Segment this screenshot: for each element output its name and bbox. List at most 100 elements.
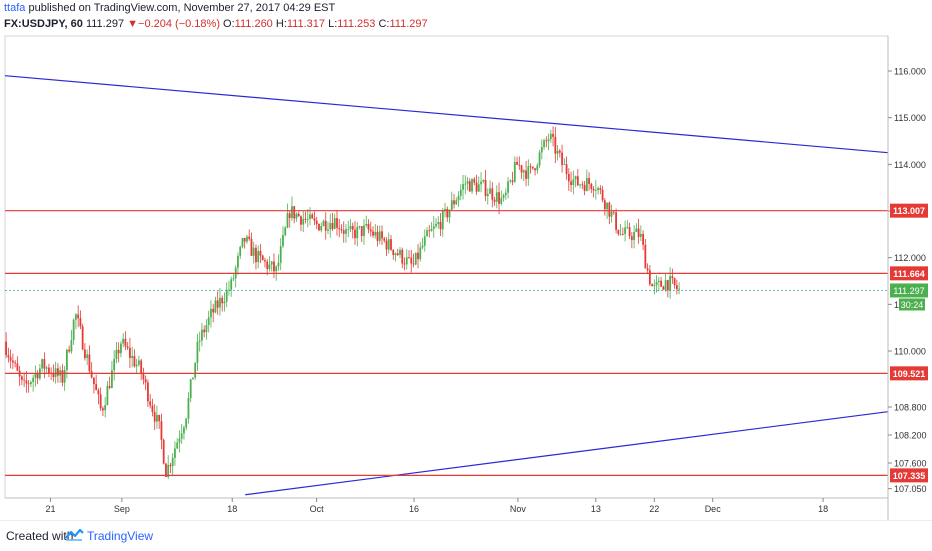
candle-up xyxy=(513,161,516,182)
candle-down xyxy=(453,200,455,205)
candle-down xyxy=(545,140,548,142)
plot-area[interactable] xyxy=(4,35,889,499)
candle-up xyxy=(495,192,498,202)
tradingview-brand[interactable]: TradingView xyxy=(87,529,154,543)
candle-down xyxy=(615,212,617,230)
candle-up xyxy=(74,314,77,320)
candle-down xyxy=(484,180,487,197)
candle-up xyxy=(347,229,350,230)
symbol-label: FX:USDJPY, 60 xyxy=(4,18,83,30)
candle-up xyxy=(653,285,656,287)
candle-up xyxy=(275,266,278,272)
candle-up xyxy=(309,214,311,219)
x-tick-label: 13 xyxy=(591,504,601,514)
candle-up xyxy=(63,370,66,383)
candle-down xyxy=(11,360,14,363)
level-label-bg xyxy=(890,468,928,483)
y-tick-label: 112.000 xyxy=(894,253,926,263)
candle-down xyxy=(498,192,500,204)
candle-down xyxy=(81,326,84,350)
candle-up xyxy=(320,226,323,231)
candle-up xyxy=(230,279,233,290)
candle-up xyxy=(374,231,377,236)
candle-down xyxy=(372,231,374,236)
candle-down xyxy=(401,249,404,264)
candle-down xyxy=(88,354,91,372)
candle-up xyxy=(556,150,559,154)
candle-up xyxy=(241,238,244,247)
candle-up xyxy=(32,377,35,383)
candle-up xyxy=(214,300,217,313)
candle-up xyxy=(394,253,397,255)
candle-down xyxy=(102,408,104,411)
candle-down xyxy=(583,185,586,191)
close-label: C: xyxy=(378,18,390,30)
open-value: 111.260 xyxy=(234,18,273,30)
candle-up xyxy=(187,398,190,419)
candle-down xyxy=(565,164,568,174)
candle-up xyxy=(356,226,359,239)
candle-down xyxy=(77,314,80,319)
candle-down xyxy=(666,280,669,291)
close-value: 111.297 xyxy=(389,18,428,30)
candle-down xyxy=(529,166,532,168)
candle-down xyxy=(412,263,415,265)
candle-up xyxy=(477,184,480,192)
candle-down xyxy=(570,181,572,186)
candle-down xyxy=(20,376,23,380)
header-publish-line: ttafa published on TradingView.com, Nove… xyxy=(4,2,335,14)
candle-down xyxy=(250,239,253,256)
level-label: 111.664 xyxy=(893,269,925,279)
candle-down xyxy=(599,188,602,190)
candle-down xyxy=(468,181,471,192)
candle-down xyxy=(144,379,147,383)
candle-up xyxy=(189,379,192,399)
candle-down xyxy=(630,236,633,241)
candle-down xyxy=(14,362,17,364)
candle-up xyxy=(426,230,428,237)
candle-down xyxy=(331,223,334,229)
candle-down xyxy=(7,355,10,358)
level-label-bg xyxy=(890,266,928,281)
trendline-1 xyxy=(4,75,889,154)
candle-up xyxy=(171,457,174,467)
candle-up xyxy=(466,181,469,184)
candle-down xyxy=(417,252,419,260)
candle-up xyxy=(405,257,408,265)
candle-down xyxy=(43,359,46,369)
candle-up xyxy=(70,340,73,352)
candle-up xyxy=(585,178,588,191)
candle-down xyxy=(56,368,59,376)
candle-up xyxy=(450,200,453,210)
candle-down xyxy=(311,214,314,219)
tradingview-logo-icon[interactable] xyxy=(64,528,84,542)
candle-down xyxy=(61,370,64,383)
candle-up xyxy=(455,200,458,205)
candle-down xyxy=(581,184,584,186)
candle-down xyxy=(558,150,561,153)
y-tick-label: 115.000 xyxy=(894,113,926,123)
candle-up xyxy=(268,264,271,270)
candle-down xyxy=(376,231,379,241)
candle-down xyxy=(525,170,527,179)
candle-up xyxy=(72,319,75,341)
candle-up xyxy=(457,195,460,201)
candle-down xyxy=(408,257,410,259)
price-chart[interactable]: 107.050107.600108.200108.800110.000111.0… xyxy=(0,0,932,520)
candle-up xyxy=(131,355,134,358)
candle-down xyxy=(554,136,557,154)
candle-up xyxy=(635,228,638,233)
candle-up xyxy=(419,247,422,260)
candle-up xyxy=(237,255,239,268)
candle-down xyxy=(52,373,55,377)
candle-down xyxy=(243,238,246,242)
candle-up xyxy=(464,183,467,185)
candle-up xyxy=(486,193,489,197)
candle-up xyxy=(597,188,599,191)
candle-up xyxy=(543,140,545,148)
candle-down xyxy=(97,390,100,395)
author-name[interactable]: ttafa xyxy=(4,2,26,14)
candle-down xyxy=(318,223,320,231)
x-tick-label: 22 xyxy=(649,504,659,514)
candle-up xyxy=(522,170,525,173)
